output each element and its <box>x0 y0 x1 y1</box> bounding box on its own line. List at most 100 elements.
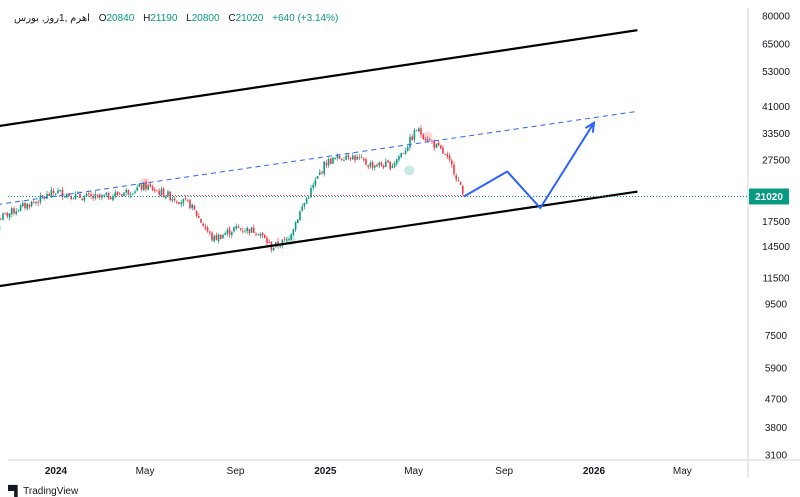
candle-body <box>222 234 224 239</box>
candle-body <box>136 187 138 191</box>
candle-body <box>345 155 347 160</box>
candle-body <box>54 193 57 195</box>
candle-body <box>336 155 339 159</box>
candle-body <box>186 200 189 201</box>
projection-path <box>463 122 595 210</box>
candle-body <box>202 223 204 227</box>
candle-body <box>8 213 11 218</box>
candle-body <box>52 190 55 193</box>
candle-body <box>301 206 303 211</box>
candle-body <box>378 162 380 166</box>
x-tick-label: May <box>136 466 155 477</box>
candle-body <box>123 192 125 197</box>
candle-body <box>200 218 202 223</box>
y-tick-label: 65000 <box>762 40 790 51</box>
candle-body <box>13 208 15 214</box>
candle-body <box>244 231 246 233</box>
candle-body <box>327 159 330 166</box>
candle-body <box>96 194 99 196</box>
candle-body <box>26 203 28 209</box>
candle-body <box>442 147 444 154</box>
candle-body <box>195 210 198 217</box>
candle-body <box>226 230 229 234</box>
candle-body <box>389 161 391 170</box>
brand-label: TradingView <box>23 486 79 497</box>
candle-body <box>35 201 37 203</box>
candle-body <box>312 184 314 188</box>
candle-body <box>145 181 147 190</box>
candle-body <box>351 155 354 160</box>
candle-body <box>167 191 169 196</box>
candle-body <box>68 193 70 197</box>
candle-body <box>182 198 185 204</box>
candle-body <box>404 150 407 154</box>
drawings <box>0 29 638 288</box>
candle-body <box>373 165 376 168</box>
low-label: L <box>186 13 192 24</box>
candle-body <box>459 182 462 185</box>
candle-body <box>391 165 394 168</box>
candle-body <box>413 130 416 140</box>
candle-body <box>233 227 235 232</box>
open-value: 20840 <box>106 13 135 24</box>
sell-signal-marker <box>140 178 151 189</box>
candle-body <box>103 195 105 197</box>
candle-body <box>457 180 460 182</box>
channel-lower-line <box>0 190 638 288</box>
candle-body <box>215 234 218 240</box>
candle-body <box>59 189 61 192</box>
projection-arrowhead <box>584 120 596 133</box>
candle-body <box>180 202 182 205</box>
candle-body <box>334 158 336 159</box>
candle-body <box>365 159 367 165</box>
y-tick-label: 33500 <box>762 129 790 140</box>
candle-body <box>252 227 255 233</box>
candle-body <box>228 228 231 235</box>
sell-signal-marker <box>422 131 433 142</box>
candle-body <box>107 193 110 199</box>
candle-body <box>178 202 180 205</box>
candle-body <box>129 194 132 196</box>
x-tick-label: May <box>404 466 423 477</box>
candle-body <box>197 216 200 218</box>
x-axis: 2024 May Sep 2025 May Sep 2026 May <box>45 466 692 477</box>
candle-body <box>299 211 301 221</box>
candle-body <box>140 185 143 190</box>
candle-body <box>417 128 420 132</box>
candle-body <box>230 232 233 236</box>
candle-body <box>292 229 295 236</box>
candle-body <box>321 171 323 173</box>
candle-body <box>281 239 284 246</box>
buy-signal-marker <box>404 165 415 176</box>
candle-body <box>398 156 400 160</box>
candle-body <box>6 212 9 217</box>
candle-body <box>189 199 191 209</box>
candle-body <box>160 189 163 195</box>
candle-body <box>239 228 242 230</box>
candle-body <box>98 194 101 198</box>
candle-body <box>90 194 92 196</box>
candle-body <box>395 159 398 164</box>
candle-body <box>305 198 308 204</box>
candle-body <box>134 191 136 194</box>
tradingview-footer[interactable]: ▀▌ TradingView <box>8 486 78 497</box>
candle-body <box>57 190 59 194</box>
candle-body <box>74 193 77 199</box>
candle-body <box>261 232 264 236</box>
candle-body <box>433 140 435 148</box>
candle-body <box>428 139 431 141</box>
candle-body <box>32 202 35 203</box>
candle-body <box>382 165 385 168</box>
candle-body <box>446 154 449 157</box>
candle-body <box>158 191 160 195</box>
candle-body <box>241 230 244 232</box>
candle-body <box>439 145 442 149</box>
candle-body <box>173 198 176 201</box>
candle-body <box>235 226 237 229</box>
candle-body <box>175 201 178 203</box>
candle-body <box>310 188 312 198</box>
candle-body <box>81 198 83 201</box>
candle-body <box>219 235 222 240</box>
candle-body <box>250 227 253 233</box>
